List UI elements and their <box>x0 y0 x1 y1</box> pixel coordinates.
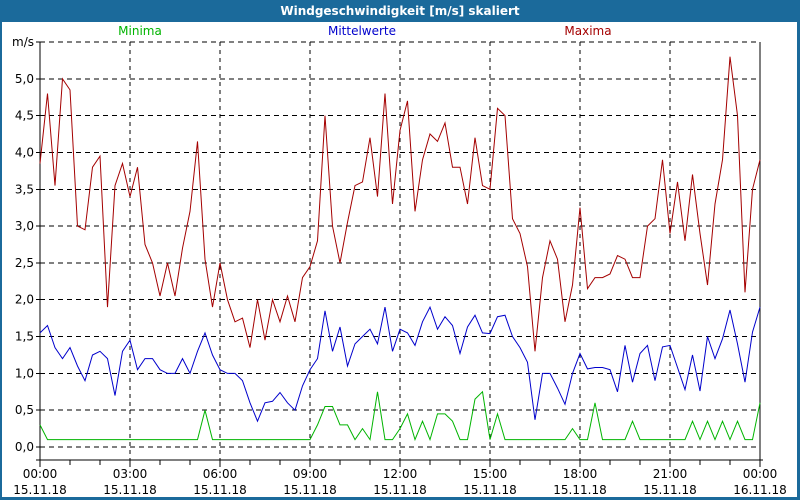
y-tick-label: 5,0 <box>15 72 34 86</box>
x-tick-time-label: 12:00 <box>383 467 418 481</box>
x-tick-date-label: 15.11.18 <box>283 483 336 497</box>
y-axis-unit-label: m/s <box>12 35 34 49</box>
legend-item-minima: Minima <box>118 24 162 38</box>
y-tick-label: 3,5 <box>15 182 34 196</box>
x-tick-date-label: 15.11.18 <box>103 483 156 497</box>
y-tick-label: 2,5 <box>15 256 34 270</box>
x-tick-date-label: 16.11.18 <box>733 483 786 497</box>
x-tick-date-label: 15.11.18 <box>193 483 246 497</box>
y-tick-label: 4,5 <box>15 109 34 123</box>
x-tick-time-label: 09:00 <box>293 467 328 481</box>
x-tick-date-label: 15.11.18 <box>553 483 606 497</box>
x-tick-time-label: 18:00 <box>563 467 598 481</box>
window-frame-left <box>0 22 2 500</box>
y-tick-label: 4,0 <box>15 145 34 159</box>
x-tick-time-label: 06:00 <box>203 467 238 481</box>
y-tick-label: 0,0 <box>15 440 34 454</box>
x-tick-date-label: 15.11.18 <box>13 483 66 497</box>
title-bar[interactable]: Windgeschwindigkeit [m/s] skaliert <box>0 0 800 22</box>
series-mittelwerte <box>39 305 761 423</box>
y-tick-label: 2,0 <box>15 293 34 307</box>
window-frame-bottom <box>0 497 800 500</box>
window-title: Windgeschwindigkeit [m/s] skaliert <box>280 4 520 18</box>
legend-item-maxima: Maxima <box>564 24 612 38</box>
x-tick-time-label: 00:00 <box>743 467 778 481</box>
y-tick-label: 3,0 <box>15 219 34 233</box>
series-minima <box>39 390 761 442</box>
x-tick-date-label: 15.11.18 <box>463 483 516 497</box>
x-tick-date-label: 15.11.18 <box>373 483 426 497</box>
x-tick-time-label: 00:00 <box>23 467 58 481</box>
x-tick-time-label: 03:00 <box>113 467 148 481</box>
x-tick-time-label: 21:00 <box>653 467 688 481</box>
x-tick-date-label: 15.11.18 <box>643 483 696 497</box>
y-tick-label: 1,5 <box>15 330 34 344</box>
y-tick-label: 0,5 <box>15 403 34 417</box>
series-maxima <box>39 56 761 352</box>
x-tick-time-label: 15:00 <box>473 467 508 481</box>
y-tick-label: 1,0 <box>15 366 34 380</box>
legend-item-mittelwerte: Mittelwerte <box>327 24 397 38</box>
window-frame-right <box>797 22 800 500</box>
